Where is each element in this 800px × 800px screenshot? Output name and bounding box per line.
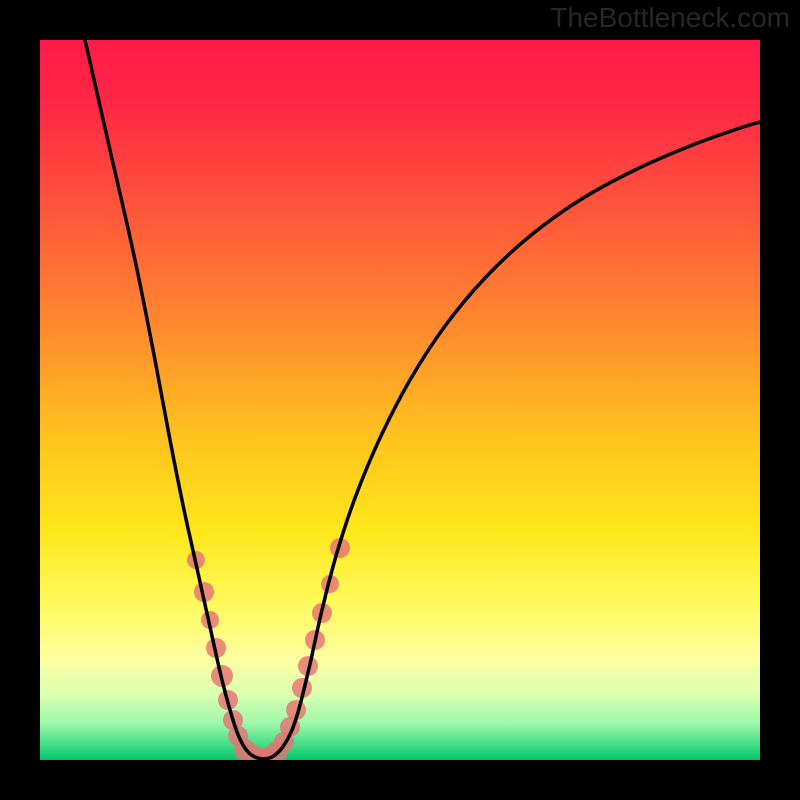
watermark-text: TheBottleneck.com	[550, 2, 790, 34]
chart-root: TheBottleneck.com	[0, 0, 800, 800]
bottleneck-chart	[0, 0, 800, 800]
